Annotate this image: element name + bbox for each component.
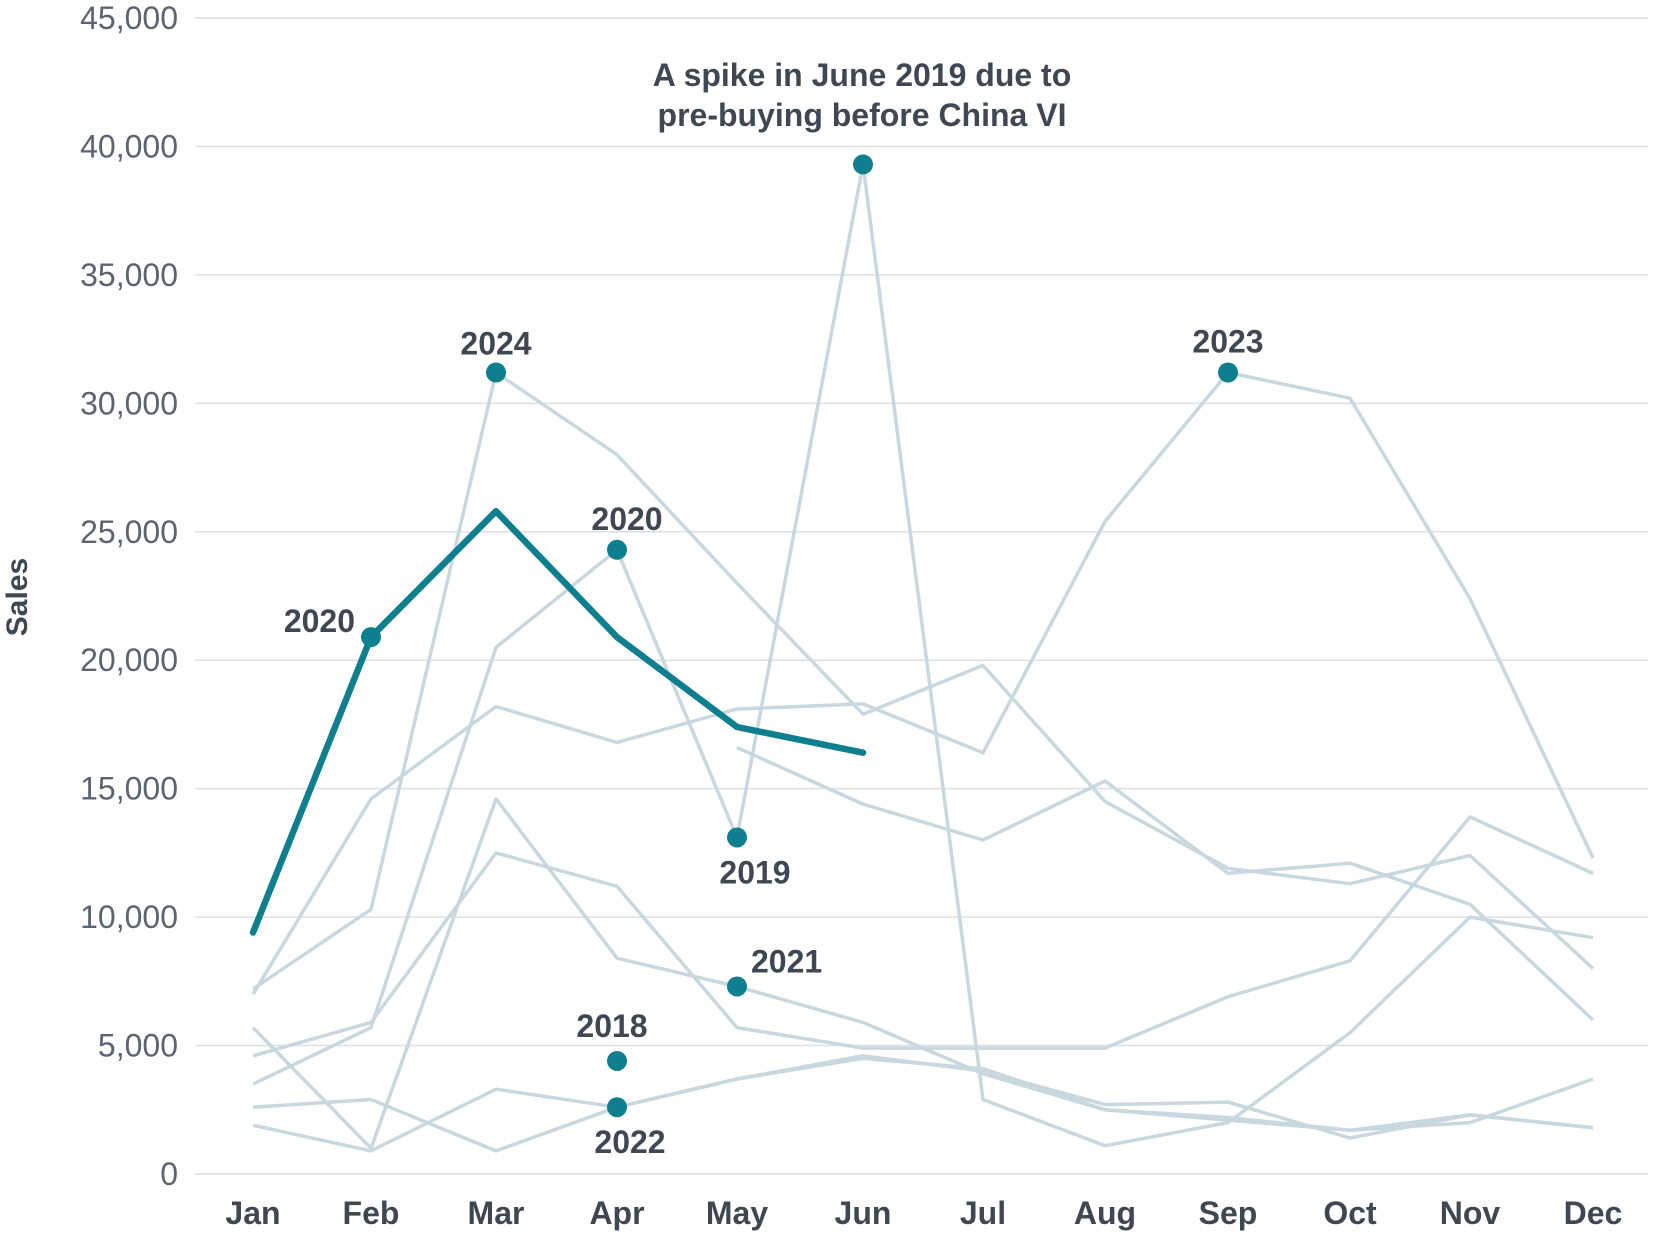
y-tick-label-40000: 40,000 <box>80 128 178 164</box>
y-tick-label-0: 0 <box>160 1156 178 1192</box>
x-tick-label-nov: Nov <box>1440 1195 1501 1231</box>
annotation-label-2020-apr: 2020 <box>591 501 662 537</box>
annotation-markers <box>361 154 1238 1118</box>
x-tick-label-feb: Feb <box>343 1195 400 1231</box>
marker-2020-feb <box>361 627 381 648</box>
series-line-2020 <box>249 507 867 936</box>
marker-spike-jun <box>853 154 873 175</box>
y-tick-label-20000: 20,000 <box>80 642 178 678</box>
y-axis-ticks: 0 5,000 10,000 15,000 20,000 25,000 30,000 35,0… <box>80 0 178 1192</box>
series-line-2023 <box>251 797 1594 1151</box>
y-tick-label-10000: 10,000 <box>80 899 178 935</box>
marker-2024-mar <box>486 362 506 383</box>
y-tick-label-15000: 15,000 <box>80 771 178 807</box>
x-axis-ticks: Jan Feb Mar Apr May Jun Jul Aug Sep Oct Nov Dec <box>225 1195 1622 1231</box>
marker-2018-apr <box>607 1050 627 1071</box>
y-tick-label-35000: 35,000 <box>80 257 178 293</box>
y-axis-label: Sales <box>1 558 34 636</box>
annotation-label-2020-feb: 2020 <box>284 603 355 639</box>
series-line-2024 <box>252 370 1595 991</box>
series-line-2024b <box>252 1056 1594 1153</box>
x-tick-label-sep: Sep <box>1199 1195 1258 1231</box>
x-tick-label-oct: Oct <box>1323 1195 1377 1231</box>
y-tick-label-25000: 25,000 <box>80 514 178 550</box>
series-line-2019 <box>252 162 1594 1148</box>
x-tick-label-jul: Jul <box>960 1195 1006 1231</box>
series-lines <box>249 162 1595 1153</box>
marker-2020-apr <box>607 539 627 560</box>
spike-note-line-1: A spike in June 2019 due to <box>653 57 1072 93</box>
series-line-2018 <box>252 815 1594 1058</box>
annotation-label-2021-may: 2021 <box>751 943 822 979</box>
x-tick-label-jan: Jan <box>225 1195 280 1231</box>
y-tick-label-45000: 45,000 <box>80 0 178 36</box>
series-line-2022 <box>252 1054 1594 1153</box>
annotation-label-2023-sep: 2023 <box>1192 324 1263 360</box>
x-tick-label-aug: Aug <box>1074 1195 1136 1231</box>
x-tick-label-dec: Dec <box>1564 1195 1623 1231</box>
annotation-label-2019-may: 2019 <box>719 854 790 890</box>
x-tick-label-apr: Apr <box>589 1195 644 1231</box>
marker-2019-may <box>727 827 747 848</box>
series-line-2021 <box>251 370 1595 996</box>
annotation-labels: 2024 2020 2020 2019 2021 2018 2022 2023 <box>284 324 1264 1161</box>
annotation-label-2024-mar: 2024 <box>460 326 531 362</box>
x-tick-label-may: May <box>706 1195 768 1231</box>
marker-2022-apr <box>607 1097 627 1118</box>
marker-2021-may <box>727 976 747 997</box>
series-line-2024c <box>736 746 1595 1022</box>
marker-2023-sep <box>1218 362 1238 383</box>
x-tick-label-mar: Mar <box>468 1195 525 1231</box>
annotation-label-2022-apr: 2022 <box>594 1124 665 1160</box>
y-tick-label-5000: 5,000 <box>98 1028 178 1064</box>
spike-note-line-2: pre-buying before China VI <box>658 97 1067 133</box>
gridlines <box>195 17 1648 1175</box>
y-tick-label-30000: 30,000 <box>80 385 178 421</box>
x-tick-label-jun: Jun <box>835 1195 892 1231</box>
annotation-label-2018-apr: 2018 <box>576 1008 647 1044</box>
